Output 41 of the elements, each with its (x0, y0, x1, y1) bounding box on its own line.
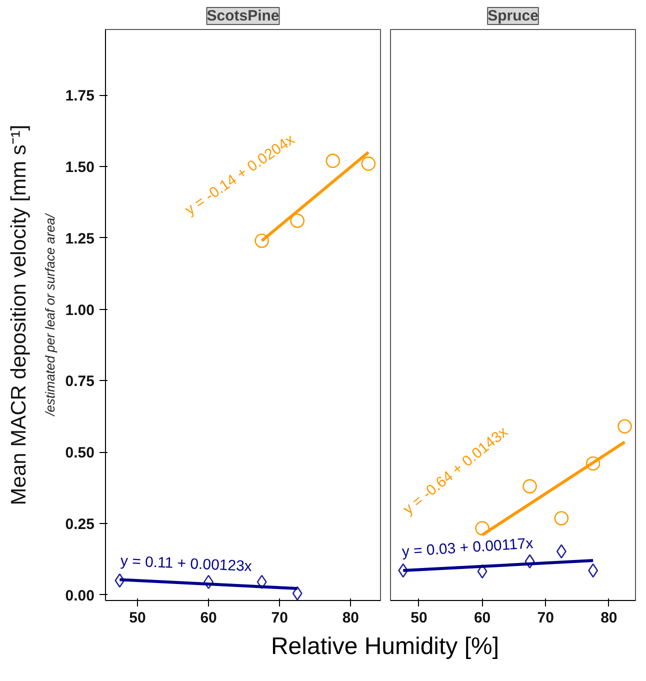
y-tick-label: 1.00 (65, 302, 95, 319)
point (475, 521, 490, 536)
annotation: y = 0.03 + 0.00117x (401, 534, 534, 561)
point (522, 479, 537, 494)
x-tick-label: 60 (200, 610, 217, 626)
y-tick-label: 0.75 (65, 373, 95, 390)
chart-title: Spruce (488, 8, 538, 24)
y-tick-label: 1.50 (65, 159, 95, 176)
point (398, 563, 408, 578)
point (524, 554, 535, 569)
point (254, 234, 269, 248)
x-tick-label: 80 (600, 610, 618, 626)
x-tick-label: 80 (342, 610, 359, 626)
point (554, 511, 569, 526)
x-tick-label: 50 (410, 610, 428, 626)
point (292, 586, 302, 600)
point (556, 544, 566, 559)
x-tick-label: 70 (271, 610, 288, 626)
point (477, 564, 488, 579)
point (204, 574, 214, 590)
point (114, 573, 125, 588)
point (326, 154, 340, 168)
y-tick-label: 0.00 (65, 587, 95, 604)
point (588, 563, 598, 578)
y-tick-label: 0.25 (65, 516, 95, 533)
y-tick-label: 1.25 (65, 230, 95, 248)
point (290, 214, 305, 228)
y-tick-label: 1.75 (65, 88, 95, 105)
annotation: y = 0.11 + 0.00123x (120, 552, 253, 576)
x-tick-label: 50 (129, 610, 146, 626)
point (618, 419, 632, 434)
x-tick-label: 60 (474, 610, 491, 626)
y-axis-title: Mean MACR deposition velocity [mm s⁻¹] (8, 124, 30, 506)
y-tick-label: 0.50 (65, 444, 95, 462)
chart-title: ScotsPine (206, 8, 280, 24)
point (256, 574, 267, 590)
x-axis-title: Relative Humidity [%] (270, 632, 500, 662)
point (361, 156, 376, 171)
point (586, 456, 600, 471)
x-tick-label: 70 (537, 610, 554, 626)
text: /estimated per leaf or surface area/ (42, 212, 58, 417)
